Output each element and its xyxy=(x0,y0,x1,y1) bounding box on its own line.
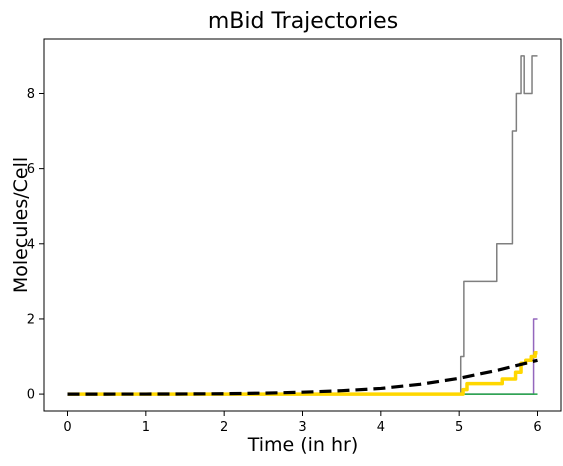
plot-area-frame xyxy=(43,38,562,412)
x-tick-label: 2 xyxy=(220,420,228,435)
y-tick-label: 8 xyxy=(27,87,35,102)
x-axis-label: Time (in hr) xyxy=(247,434,359,456)
y-tick-label: 2 xyxy=(27,312,35,327)
y-tick-label: 6 xyxy=(27,162,35,177)
chart-title: mBid Trajectories xyxy=(208,9,398,34)
x-tick-label: 0 xyxy=(63,420,71,435)
ticks-layer: 0 1 2 3 4 5 6 0 2 4 6 8 xyxy=(27,87,542,435)
y-tick-label: 0 xyxy=(27,388,35,403)
series-line-1 xyxy=(67,55,538,395)
y-tick-label: 4 xyxy=(27,237,35,252)
series-line-5 xyxy=(67,351,538,396)
x-tick-label: 4 xyxy=(377,420,385,435)
x-tick-label: 5 xyxy=(455,420,463,435)
series-layer xyxy=(67,55,538,396)
x-tick-label: 3 xyxy=(298,420,306,435)
x-tick-label: 6 xyxy=(533,420,541,435)
y-axis-label: Molecules/Cell xyxy=(10,157,32,293)
x-tick-label: 1 xyxy=(142,420,150,435)
series-line-6 xyxy=(67,358,538,396)
